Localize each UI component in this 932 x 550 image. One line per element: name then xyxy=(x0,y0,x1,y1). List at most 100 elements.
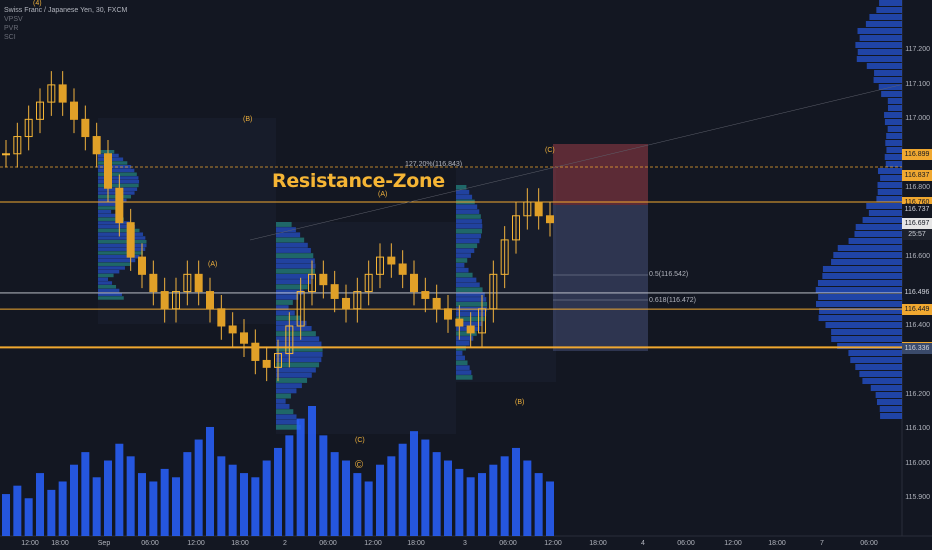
x-tick-label: 06:00 xyxy=(499,540,517,547)
visible-range-profile-bar xyxy=(876,7,902,13)
volume-profile-bar xyxy=(276,368,316,373)
volume-profile-bar xyxy=(276,264,315,269)
volume-bar xyxy=(501,456,509,536)
volume-profile-bar xyxy=(456,370,471,375)
visible-range-profile-bar xyxy=(855,364,902,370)
candle-body xyxy=(139,257,146,274)
wave-label: © xyxy=(355,459,363,471)
volume-bar xyxy=(183,452,191,536)
fib-extension-label: 127.20%(116.843) xyxy=(405,161,462,168)
visible-range-profile-bar xyxy=(819,315,902,321)
candle-body xyxy=(343,298,350,308)
volume-profile-bar xyxy=(276,352,323,357)
x-tick-label: 06:00 xyxy=(141,540,159,547)
volume-bar xyxy=(478,473,486,536)
visible-range-profile-bar xyxy=(818,294,902,300)
visible-range-profile-bar xyxy=(888,126,902,132)
volume-bar xyxy=(2,494,10,536)
volume-profile-bar xyxy=(276,274,314,279)
x-tick-label: 18:00 xyxy=(768,540,786,547)
y-tick-label: 116.100 xyxy=(905,425,930,432)
price-tag: 116.336 xyxy=(902,343,932,354)
wave-label: (B) xyxy=(243,116,252,123)
price-tag: 116.697 xyxy=(902,218,932,229)
visible-range-profile-bar xyxy=(822,273,902,279)
volume-profile-bar xyxy=(98,173,137,176)
volume-bar xyxy=(149,481,157,536)
visible-range-profile-bar xyxy=(833,252,902,258)
price-tag: 116.837 xyxy=(902,170,932,181)
volume-profile-bar xyxy=(276,388,296,393)
x-tick-label: 18:00 xyxy=(407,540,425,547)
volume-bar xyxy=(263,461,271,536)
wave-label: (C) xyxy=(545,147,555,154)
volume-bar xyxy=(433,452,441,536)
candle-body xyxy=(433,298,440,308)
x-tick-label: 4 xyxy=(641,540,645,547)
volume-profile-bar xyxy=(276,248,311,253)
y-tick-label: 116.000 xyxy=(905,460,930,467)
volume-profile-bar xyxy=(276,238,304,243)
volume-profile-bar xyxy=(456,287,483,292)
volume-profile-bar xyxy=(276,394,291,399)
visible-range-profile-bar xyxy=(854,231,902,237)
volume-bar xyxy=(229,465,237,536)
volume-profile-bar xyxy=(276,373,312,378)
visible-range-profile-bar xyxy=(858,28,902,34)
volume-profile-bar xyxy=(98,210,111,213)
volume-bar xyxy=(251,477,259,536)
volume-profile-bar xyxy=(98,244,146,247)
indicator-pvr[interactable]: PVR xyxy=(4,24,127,33)
visible-range-profile-bar xyxy=(838,245,902,251)
visible-range-profile-bar xyxy=(856,224,902,230)
volume-bar xyxy=(138,473,146,536)
volume-profile-bar xyxy=(98,161,127,164)
volume-profile-bar xyxy=(456,278,476,283)
volume-bar xyxy=(36,473,44,536)
indicator-sci[interactable]: SCI xyxy=(4,33,127,42)
volume-bar xyxy=(399,444,407,536)
volume-profile-bar xyxy=(276,279,311,284)
volume-bar xyxy=(365,481,373,536)
candle-body xyxy=(388,257,395,264)
y-tick-label: 116.800 xyxy=(905,184,930,191)
volume-profile-bar xyxy=(276,404,289,409)
price-tag: 116.899 xyxy=(902,149,932,160)
candle-body xyxy=(399,264,406,274)
visible-range-profile-bar xyxy=(885,140,902,146)
visible-range-profile-bar xyxy=(886,147,902,153)
volume-profile-bar xyxy=(276,295,298,300)
indicator-vpsv[interactable]: VPSV xyxy=(4,15,127,24)
candle-body xyxy=(331,285,338,299)
candle-body xyxy=(161,292,168,309)
visible-range-profile-bar xyxy=(886,133,902,139)
candle-body xyxy=(82,119,89,136)
visible-range-profile-bar xyxy=(858,49,902,55)
candle-body xyxy=(93,137,100,154)
volume-bar xyxy=(353,473,361,536)
candle-body xyxy=(150,274,157,291)
visible-range-profile-bar xyxy=(855,42,902,48)
visible-range-profile-bar xyxy=(849,238,902,244)
volume-bar xyxy=(25,498,33,536)
volume-bar xyxy=(489,465,497,536)
volume-profile-bar xyxy=(276,269,315,274)
candle-body xyxy=(241,333,248,343)
volume-bar xyxy=(104,461,112,536)
visible-range-profile-bar xyxy=(869,210,902,216)
stop-zone xyxy=(553,144,648,205)
visible-range-profile-bar xyxy=(876,392,902,398)
volume-profile-bar xyxy=(98,233,143,236)
candle-body xyxy=(547,216,554,223)
volume-bar xyxy=(195,440,203,536)
volume-profile-bar xyxy=(98,285,116,288)
wave-label: (A) xyxy=(378,191,387,198)
volume-profile-bar xyxy=(98,289,119,292)
wave-label: (4) xyxy=(33,0,42,7)
volume-bar xyxy=(59,481,67,536)
volume-profile-bar xyxy=(98,240,147,243)
y-tick-label: 117.100 xyxy=(905,81,930,88)
volume-profile-bar xyxy=(276,222,292,227)
volume-bar xyxy=(217,456,225,536)
